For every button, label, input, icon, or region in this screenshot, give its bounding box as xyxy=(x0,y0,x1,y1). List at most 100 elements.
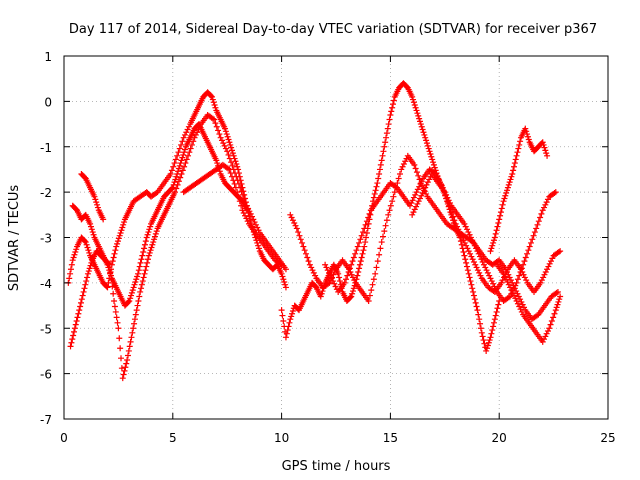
data-point xyxy=(429,156,436,163)
data-point xyxy=(510,292,517,299)
data-point xyxy=(457,231,464,238)
data-point xyxy=(551,310,558,317)
data-point xyxy=(412,104,419,111)
data-point xyxy=(135,267,142,274)
data-point xyxy=(423,190,430,197)
y-tick-label: -3 xyxy=(40,232,52,246)
data-point xyxy=(341,279,348,286)
data-point xyxy=(409,93,416,100)
data-point xyxy=(492,230,499,237)
data-point xyxy=(141,245,148,252)
data-point xyxy=(521,304,528,311)
data-point xyxy=(280,317,287,324)
data-point xyxy=(144,259,151,266)
data-point xyxy=(104,261,111,268)
data-point xyxy=(183,129,190,136)
data-point xyxy=(538,277,545,284)
data-point xyxy=(90,231,97,238)
data-point xyxy=(136,293,143,300)
data-point xyxy=(247,210,254,217)
data-point xyxy=(387,111,394,118)
data-point xyxy=(461,239,468,246)
data-point xyxy=(66,275,73,282)
data-point xyxy=(132,311,139,318)
series-track-6 xyxy=(278,80,503,354)
data-point xyxy=(116,335,123,342)
data-point xyxy=(231,180,238,187)
data-point xyxy=(479,333,486,340)
data-point xyxy=(493,227,500,234)
data-point xyxy=(374,258,381,265)
data-point xyxy=(170,163,177,170)
data-point xyxy=(465,229,472,236)
data-point xyxy=(226,166,233,173)
data-point xyxy=(410,194,417,201)
data-point xyxy=(377,161,384,168)
data-point xyxy=(543,150,550,157)
data-point xyxy=(417,121,424,128)
data-point xyxy=(175,168,182,175)
data-point xyxy=(480,337,487,344)
data-point xyxy=(152,230,159,237)
data-point xyxy=(465,248,472,255)
data-point xyxy=(362,239,369,246)
data-point xyxy=(92,196,99,203)
data-point xyxy=(167,170,174,177)
data-point xyxy=(188,141,195,148)
data-point xyxy=(75,310,82,317)
data-point xyxy=(225,136,232,143)
data-point xyxy=(555,298,562,305)
data-point xyxy=(516,303,523,310)
data-point xyxy=(383,134,390,141)
data-point xyxy=(478,256,485,263)
data-point xyxy=(386,207,393,214)
data-point xyxy=(107,269,114,276)
data-point xyxy=(527,239,534,246)
data-point xyxy=(416,183,423,190)
data-point xyxy=(416,195,423,202)
data-point xyxy=(385,211,392,218)
data-point xyxy=(120,371,127,378)
data-point xyxy=(106,267,113,274)
data-point xyxy=(236,198,243,205)
data-point xyxy=(82,281,89,288)
y-tick-label: 1 xyxy=(44,50,52,64)
data-point xyxy=(423,140,430,147)
data-point xyxy=(351,277,358,284)
data-point xyxy=(488,330,495,337)
data-point xyxy=(551,190,558,197)
data-point xyxy=(84,270,91,277)
data-point xyxy=(504,184,511,191)
data-point xyxy=(73,317,80,324)
data-point xyxy=(149,241,156,248)
data-point xyxy=(304,254,311,261)
data-point xyxy=(176,145,183,152)
data-point xyxy=(119,375,126,382)
data-point xyxy=(93,199,100,206)
data-point xyxy=(67,270,74,277)
data-point xyxy=(541,144,548,151)
data-point xyxy=(390,101,397,108)
data-point xyxy=(336,278,343,285)
data-point xyxy=(468,253,475,260)
data-point xyxy=(512,282,519,289)
data-point xyxy=(368,287,375,294)
data-point xyxy=(242,212,249,219)
data-point xyxy=(77,299,84,306)
data-point xyxy=(374,180,381,187)
data-point xyxy=(288,313,295,320)
data-point xyxy=(380,233,387,240)
data-point xyxy=(373,183,380,190)
data-point xyxy=(479,259,486,266)
data-point xyxy=(68,261,75,268)
data-point xyxy=(284,327,291,334)
data-point xyxy=(302,250,309,257)
data-point xyxy=(226,139,233,146)
data-point xyxy=(416,115,423,122)
data-point xyxy=(183,156,190,163)
data-point xyxy=(508,287,515,294)
data-point xyxy=(505,281,512,288)
data-point xyxy=(117,229,124,236)
data-point xyxy=(417,180,424,187)
data-point xyxy=(178,141,185,148)
